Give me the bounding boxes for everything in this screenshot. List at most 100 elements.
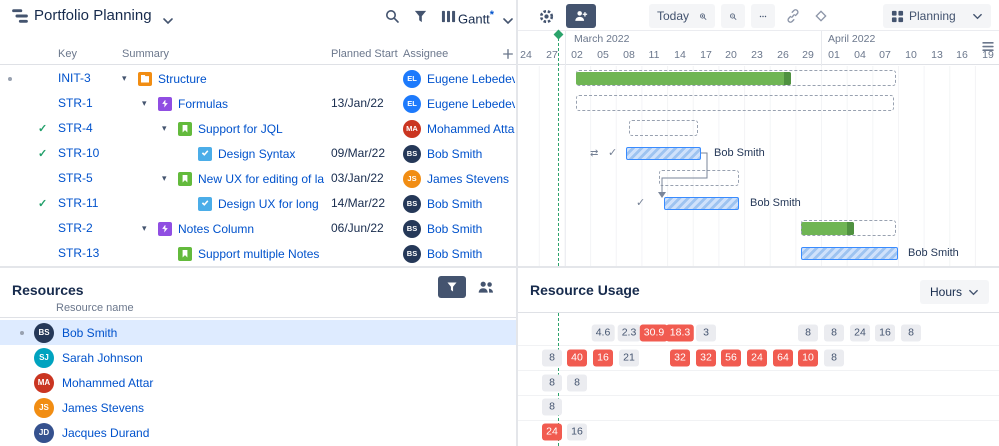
filter-icon[interactable] [408, 4, 432, 28]
milestone-diamond-icon[interactable] [809, 4, 833, 28]
group-frame-bar[interactable] [576, 95, 894, 111]
issue-key-link[interactable]: STR-10 [58, 146, 100, 160]
planned-start-value: 09/Mar/22 [331, 146, 386, 160]
table-row[interactable]: STR-11 Design UX for long 14/Mar/22 BS B… [0, 191, 516, 216]
row-handle-dot[interactable] [20, 330, 24, 335]
issue-key-link[interactable]: STR-5 [58, 171, 93, 185]
collapse-chevron-icon[interactable] [162, 173, 178, 184]
title-chevron-down-icon[interactable] [156, 9, 180, 33]
epic-type-icon [158, 221, 172, 236]
issue-summary-link[interactable]: Formulas [178, 96, 229, 111]
column-header-resource-name[interactable]: Resource name [56, 302, 134, 314]
issue-summary-link[interactable]: Design UX for long [218, 196, 319, 211]
resource-name-link[interactable]: Jacques Durand [62, 425, 150, 440]
resource-name-link[interactable]: Mohammed Attar [62, 375, 154, 390]
issue-key-link[interactable]: STR-2 [58, 221, 93, 235]
issue-key-link[interactable]: STR-11 [58, 196, 99, 210]
date-tick: 13 [931, 49, 943, 61]
issue-key-link[interactable]: STR-4 [58, 121, 93, 135]
today-button[interactable]: Today [649, 4, 698, 28]
resource-name-link[interactable]: Bob Smith [62, 325, 118, 340]
group-frame-bar[interactable] [629, 120, 698, 136]
page-title[interactable]: Portfolio Planning [34, 7, 152, 24]
collapse-chevron-icon[interactable] [162, 123, 178, 134]
resource-name-link[interactable]: James Stevens [62, 400, 145, 415]
legend-list-icon[interactable] [976, 34, 999, 58]
resource-row[interactable]: MA Mohammed Attar [0, 370, 516, 395]
group-frame-bar[interactable] [659, 170, 739, 186]
issue-key-link[interactable]: STR-13 [58, 246, 100, 260]
date-tick: 23 [751, 49, 763, 61]
issue-key-link[interactable]: STR-1 [58, 96, 93, 110]
collapse-chevron-icon[interactable] [122, 73, 138, 84]
assignee-link[interactable]: Eugene Lebedev [427, 71, 515, 86]
resource-name-link[interactable]: Sarah Johnson [62, 350, 143, 365]
column-header-key[interactable]: Key [58, 48, 77, 60]
date-tick: 11 [648, 49, 660, 61]
assignee-link[interactable]: James Stevens [427, 171, 510, 186]
add-column-icon[interactable] [496, 42, 520, 66]
zoom-out-button[interactable] [721, 4, 745, 28]
table-row[interactable]: STR-13 Support multiple Notes BS Bob Smi… [0, 241, 516, 266]
group-bar[interactable] [576, 72, 791, 85]
assignee-link[interactable]: Bob Smith [427, 221, 483, 236]
assignee-link[interactable]: Eugene Lebedev [427, 96, 515, 111]
column-header-planned-start[interactable]: Planned Start [331, 48, 398, 60]
issue-key-link[interactable]: INIT-3 [58, 71, 91, 85]
usage-header-divider [518, 312, 999, 313]
view-chevron-down-icon[interactable] [496, 9, 520, 33]
planned-start-value: 13/Jan/22 [331, 96, 384, 110]
avatar: EL [403, 94, 421, 113]
column-header-summary[interactable]: Summary [122, 48, 170, 60]
mode-dropdown[interactable]: Planning [883, 4, 991, 28]
date-tick: 14 [674, 49, 686, 61]
task-bar[interactable] [801, 247, 898, 260]
more-actions-button[interactable] [751, 4, 775, 28]
issue-summary-link[interactable]: Support for JQL [198, 121, 283, 136]
assign-resource-button[interactable] [566, 4, 596, 28]
collapse-chevron-icon[interactable] [142, 223, 158, 234]
group-bar[interactable] [801, 222, 854, 235]
units-dropdown[interactable]: Hours [919, 280, 989, 304]
columns-view-icon[interactable] [436, 4, 460, 28]
view-switcher[interactable]: Gantt* [458, 9, 494, 26]
assignee-link[interactable]: Mohammed Attar [427, 121, 515, 136]
group-frame-bar[interactable] [801, 220, 896, 236]
issue-summary-link[interactable]: Notes Column [178, 221, 255, 236]
search-icon[interactable] [380, 4, 404, 28]
table-row[interactable]: STR-2 Notes Column 06/Jun/22 BS Bob Smit… [0, 216, 516, 241]
issue-summary-link[interactable]: Structure [158, 71, 207, 86]
date-tick: 07 [879, 49, 891, 61]
assignee-link[interactable]: Bob Smith [427, 246, 483, 261]
resources-filter-button[interactable] [438, 276, 466, 298]
resolved-check-icon [38, 191, 47, 216]
vertical-splitter[interactable] [516, 0, 518, 446]
issue-summary-link[interactable]: Support multiple Notes [198, 246, 320, 261]
usage-row-divider [518, 395, 999, 396]
table-row[interactable]: STR-10 Design Syntax 09/Mar/22 BS Bob Sm… [0, 141, 516, 166]
resource-row[interactable]: JS James Stevens [0, 395, 516, 420]
bar-assignee-label: Bob Smith [714, 147, 765, 159]
issue-summary-link[interactable]: New UX for editing of la [198, 171, 325, 186]
assignee-link[interactable]: Bob Smith [427, 196, 483, 211]
collapse-chevron-icon[interactable] [142, 98, 158, 109]
resources-people-icon[interactable] [474, 275, 498, 299]
resource-row[interactable]: SJ Sarah Johnson [0, 345, 516, 370]
issue-summary-link[interactable]: Design Syntax [218, 146, 296, 161]
table-row[interactable]: INIT-3 Structure EL Eugene Lebedev [0, 66, 516, 91]
table-row[interactable]: STR-1 Formulas 13/Jan/22 EL Eugene Lebed… [0, 91, 516, 116]
horizontal-splitter[interactable] [0, 266, 999, 268]
resource-row[interactable]: JD Jacques Durand [0, 420, 516, 445]
table-row[interactable]: STR-5 New UX for editing of la 03/Jan/22… [0, 166, 516, 191]
table-row[interactable]: STR-4 Support for JQL MA Mohammed Attar [0, 116, 516, 141]
task-bar[interactable] [626, 147, 701, 160]
task-bar[interactable] [664, 197, 739, 210]
today-label: Today [657, 9, 690, 23]
gear-icon[interactable] [534, 4, 558, 28]
column-header-assignee[interactable]: Assignee [403, 48, 449, 60]
link-dependency-icon[interactable] [781, 4, 805, 28]
assignee-link[interactable]: Bob Smith [427, 146, 483, 161]
resource-row[interactable]: BS Bob Smith [0, 320, 516, 345]
row-handle-dot[interactable] [8, 77, 12, 81]
zoom-in-button[interactable] [691, 4, 715, 28]
